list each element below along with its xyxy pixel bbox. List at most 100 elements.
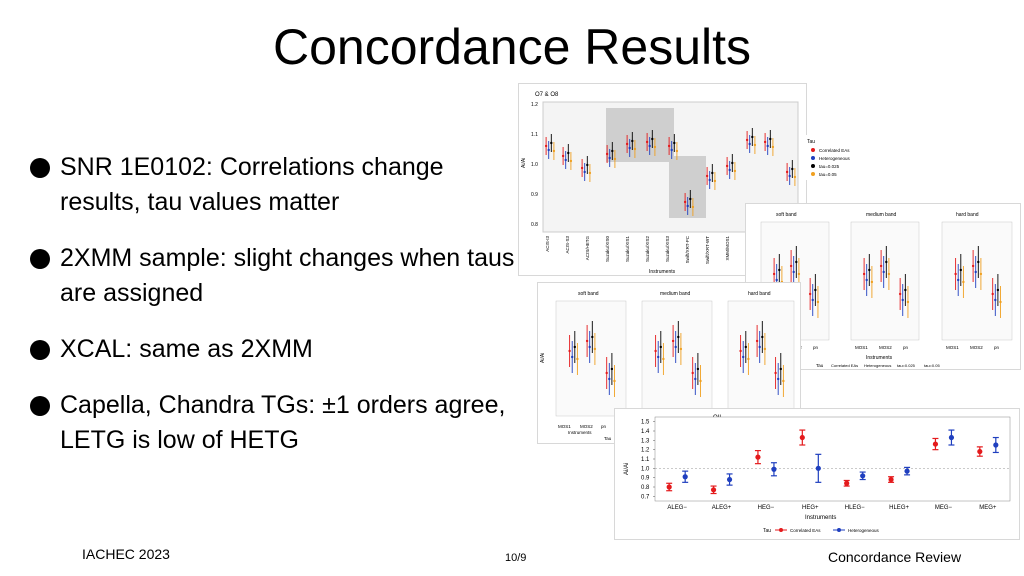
data-point [954, 272, 957, 276]
ytick-label: 0.8 [641, 485, 650, 491]
data-point [564, 158, 567, 162]
data-point [761, 335, 764, 339]
legend-label: tau=0.025 [897, 363, 916, 368]
data-point [865, 278, 868, 282]
data-point [999, 300, 1002, 304]
data-point [677, 335, 680, 339]
data-point [788, 174, 791, 178]
data-point [674, 345, 677, 349]
data-point [605, 152, 609, 156]
data-point [959, 268, 962, 272]
legend-title: Tau [604, 436, 612, 441]
data-point [651, 137, 654, 141]
o7-o8-panel-title: O7 & O8 [535, 92, 559, 98]
data-point [844, 480, 850, 486]
data-point [659, 345, 662, 349]
data-point [748, 142, 751, 146]
xtick-label: MOS1 [855, 345, 868, 350]
data-point [868, 268, 871, 272]
data-point [860, 473, 866, 479]
panel-frame [641, 300, 713, 417]
data-point [766, 144, 769, 148]
ytick-label: 1.1 [641, 457, 650, 463]
data-point [633, 147, 637, 151]
xtick: pn [601, 424, 607, 429]
data-point [713, 179, 717, 183]
xtick-label: MOS1 [946, 345, 959, 350]
o7-o8-figure: O7 & O8 1.2 1.1 1.0 0.9 0.8 Ai/Ai ACIS-I… [518, 83, 807, 276]
data-point [898, 292, 902, 296]
data-point [645, 140, 649, 144]
bullet-dot-icon [30, 396, 50, 416]
data-point [711, 171, 714, 175]
y-axis-label: Ai/Ai [521, 158, 527, 168]
data-point [799, 434, 805, 441]
bullet-item: Capella, Chandra TGs: ±1 orders agree, L… [30, 388, 520, 458]
legend-label: Correlated EAs [790, 528, 821, 533]
xtick-label: Swift/XRT-WT [705, 236, 710, 264]
data-point [628, 146, 631, 150]
data-point [979, 272, 983, 276]
panel-frame [555, 300, 627, 417]
o7-o8-legend: Tau Correlated EAs Heterogeneous tau=0.0… [805, 135, 875, 180]
ytick: 0.9 [531, 192, 538, 198]
ytick: 1.1 [531, 132, 538, 138]
ytick-label: 0.7 [641, 494, 650, 500]
xtick-label: Swift/XRT-PC [685, 235, 690, 263]
data-point [682, 474, 688, 480]
data-point [613, 157, 617, 161]
bullet-item: XCAL: same as 2XMM [30, 332, 520, 367]
data-point [763, 140, 767, 144]
data-point [583, 170, 586, 174]
xtick-label: ACIS-S3 [565, 236, 570, 254]
legend-label: Correlated EAs [831, 363, 858, 368]
legend-swatch [811, 172, 815, 176]
data-point [932, 441, 939, 447]
data-point [977, 448, 983, 455]
footer-title: Concordance Review [828, 549, 962, 565]
data-point [667, 144, 671, 148]
legend-swatch-correlated-dot [779, 528, 783, 532]
bullet-item: SNR 1E0102: Correlations change results,… [30, 150, 520, 220]
data-point [611, 149, 614, 153]
xtick-label: Suzaku/XIS1 [625, 236, 630, 263]
data-point [666, 484, 672, 490]
data-point [673, 141, 676, 145]
data-point [747, 357, 750, 361]
data-point [782, 379, 785, 383]
ytick-label: 1.2 [641, 448, 650, 454]
data-point [699, 379, 702, 383]
data-point [593, 347, 597, 351]
data-point [571, 355, 574, 359]
data-point [769, 137, 772, 141]
legend-label: Heterogeneous [819, 156, 851, 161]
panel-frame [727, 300, 795, 417]
bullet-list: SNR 1E0102: Correlations change results,… [30, 150, 520, 479]
x-axis-label: Instruments [568, 430, 592, 435]
xtick-label: ALEG− [667, 505, 687, 511]
data-point [879, 264, 883, 268]
data-point [654, 349, 657, 353]
xtick-label: pn [994, 345, 1000, 350]
xtick-label: pn [903, 345, 909, 350]
legend-label: tau=0.05 [924, 363, 940, 368]
x-axis-label: Instruments [649, 269, 676, 275]
legend-label: Heterogeneous [848, 528, 880, 533]
data-point [733, 169, 737, 173]
data-point [763, 347, 767, 351]
data-point [605, 371, 608, 375]
data-point [689, 197, 692, 201]
data-point [793, 175, 797, 179]
slide-title: Concordance Results [272, 19, 752, 75]
data-point [731, 161, 734, 165]
bullet-item: 2XMM sample: slight changes when taus ar… [30, 241, 520, 311]
data-point [870, 280, 874, 284]
capella-oii-figure: OII Ai/Ai Instruments Tau Correlated EAs… [614, 408, 1020, 540]
panel-frame [941, 221, 1013, 341]
data-point [779, 367, 782, 371]
data-point [977, 260, 980, 264]
data-point [904, 468, 910, 474]
data-point [971, 264, 975, 268]
xtick-label: XMM/MOS1 [725, 236, 730, 261]
xtick-label: MOS2 [879, 345, 892, 350]
